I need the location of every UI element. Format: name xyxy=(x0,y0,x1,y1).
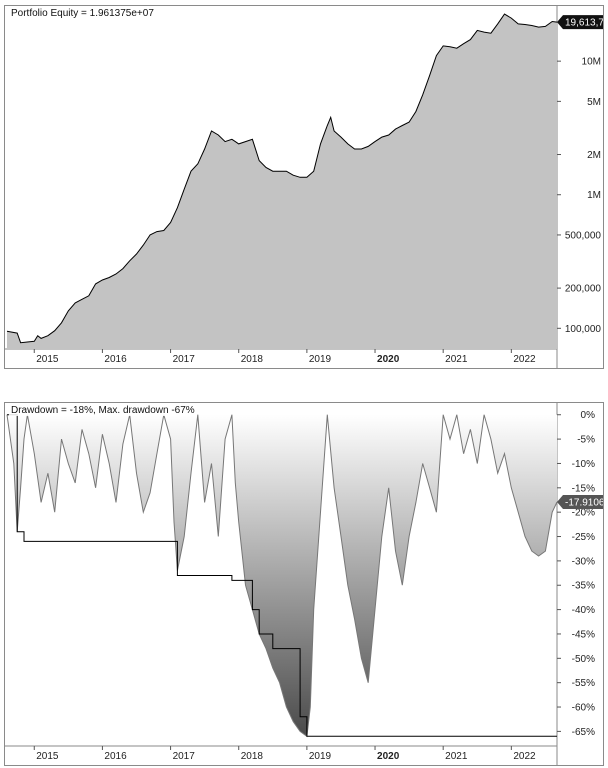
y-tick-label: -60% xyxy=(572,703,595,714)
y-tick-label: 1M xyxy=(587,190,601,201)
y-tick-label: 2M xyxy=(587,150,601,161)
x-tick-label: 2022 xyxy=(513,354,536,365)
y-tick-label: -30% xyxy=(572,556,595,567)
x-tick-label: 2017 xyxy=(173,354,196,365)
x-tick-label: 2016 xyxy=(104,751,127,762)
last-value-tag: 19,613,75 xyxy=(557,15,603,30)
equity-chart: 100,000 200,000 500,000 1M 2M 5M 10M 2015 2016 20… xyxy=(5,6,603,368)
y-tick-label: -45% xyxy=(572,629,595,640)
x-tick-label: 2020 xyxy=(377,751,400,762)
y-tick-label: -20% xyxy=(572,508,595,519)
series-area xyxy=(7,14,557,349)
y-tick-label: -50% xyxy=(572,654,595,665)
x-tick-label: 2021 xyxy=(445,354,468,365)
series-line xyxy=(6,414,558,738)
x-tick-label: 2015 xyxy=(36,751,59,762)
x-tick-label: 2021 xyxy=(445,751,468,762)
series-line xyxy=(6,13,558,344)
y-tick-label: 200,000 xyxy=(565,284,602,295)
x-tick-label: 2015 xyxy=(36,354,59,365)
drawdown-chart-title: Drawdown = -18%, Max. drawdown -67% xyxy=(9,405,197,416)
last-value-tag-bg xyxy=(557,494,603,509)
y-tick-label: -15% xyxy=(572,483,595,494)
x-tick-label: 2018 xyxy=(241,751,264,762)
last-value-tag-bg xyxy=(557,15,603,30)
y-tick-label: 500,000 xyxy=(565,230,602,241)
drawdown-chart-panel: 0% -5% -10% -15% -20% -25% -30% -35% -40% -45% -50… xyxy=(4,402,604,766)
x-tick-label: 2019 xyxy=(309,354,332,365)
y-tick-label: -40% xyxy=(572,605,595,616)
last-value-label: 19,613,75 xyxy=(565,18,603,29)
y-tick-label: -10% xyxy=(572,459,595,470)
drawdown-chart: 0% -5% -10% -15% -20% -25% -30% -35% -40% -45% -50… xyxy=(5,403,603,765)
y-tick-label: -65% xyxy=(572,727,595,738)
x-tick-label: 2016 xyxy=(104,354,127,365)
last-value-tag: -17.9106 xyxy=(557,494,603,509)
y-tick-label: -5% xyxy=(577,435,595,446)
y-tick-label: -35% xyxy=(572,581,595,592)
x-tick-label: 2017 xyxy=(173,751,196,762)
x-tick-label: 2022 xyxy=(513,751,536,762)
y-tick-label: 100,000 xyxy=(565,324,602,335)
x-tick-label: 2020 xyxy=(377,354,400,365)
equity-chart-title: Portfolio Equity = 1.961375e+07 xyxy=(9,8,156,19)
max-drawdown-line xyxy=(7,414,557,737)
y-tick-label: -25% xyxy=(572,532,595,543)
y-tick-label: -55% xyxy=(572,678,595,689)
y-tick-label: 0% xyxy=(581,410,596,421)
x-tick-label: 2018 xyxy=(241,354,264,365)
x-tick-label: 2019 xyxy=(309,751,332,762)
equity-chart-panel: 100,000 200,000 500,000 1M 2M 5M 10M 2015 2016 20… xyxy=(4,5,604,369)
y-tick-label: 5M xyxy=(587,97,601,108)
y-tick-label: 10M xyxy=(582,57,601,68)
last-value-label: -17.9106 xyxy=(565,497,603,508)
series-area xyxy=(7,414,557,737)
